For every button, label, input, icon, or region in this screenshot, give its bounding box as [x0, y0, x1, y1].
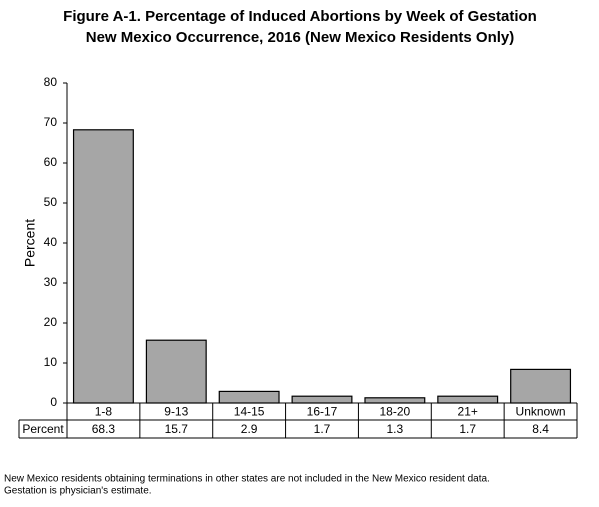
table-value: 1.3	[387, 422, 404, 436]
table-value: 1.7	[459, 422, 476, 436]
y-tick-label: 80	[44, 75, 58, 89]
y-tick-label: 30	[44, 275, 58, 289]
bar	[291, 395, 353, 404]
x-tick-label: 16-17	[307, 405, 338, 419]
y-tick-label: 70	[44, 115, 58, 129]
bar	[72, 129, 134, 404]
x-tick-label: 21+	[458, 405, 478, 419]
x-tick-label: Unknown	[516, 405, 566, 419]
table-value: 1.7	[314, 422, 331, 436]
x-tick-label: 9-13	[164, 405, 188, 419]
table-value: 15.7	[165, 422, 189, 436]
bar	[218, 390, 280, 404]
y-tick-label: 50	[44, 195, 58, 209]
y-tick-label: 60	[44, 155, 58, 169]
bar	[364, 397, 426, 404]
x-tick-label: 14-15	[234, 405, 265, 419]
note: New Mexico residents obtaining terminati…	[4, 474, 490, 485]
y-tick-label: 20	[44, 315, 58, 329]
table-value: 8.4	[532, 422, 549, 436]
y-tick-label: 40	[44, 235, 58, 249]
x-tick-label: 18-20	[380, 405, 411, 419]
chart-title: Figure A-1. Percentage of Induced Aborti…	[63, 8, 537, 25]
y-axis-label: Percent	[22, 219, 38, 267]
bar	[145, 339, 207, 404]
x-tick-label: 1-8	[95, 405, 113, 419]
bar	[510, 368, 572, 404]
y-tick-label: 10	[44, 355, 58, 369]
chart-subtitle: New Mexico Occurrence, 2016 (New Mexico …	[86, 29, 515, 46]
table-value: 2.9	[241, 422, 258, 436]
note: Gestation is physician's estimate.	[4, 486, 152, 497]
y-tick-label: 0	[50, 395, 57, 409]
bar	[437, 395, 499, 404]
table-value: 68.3	[92, 422, 116, 436]
table-row-label: Percent	[22, 422, 64, 436]
